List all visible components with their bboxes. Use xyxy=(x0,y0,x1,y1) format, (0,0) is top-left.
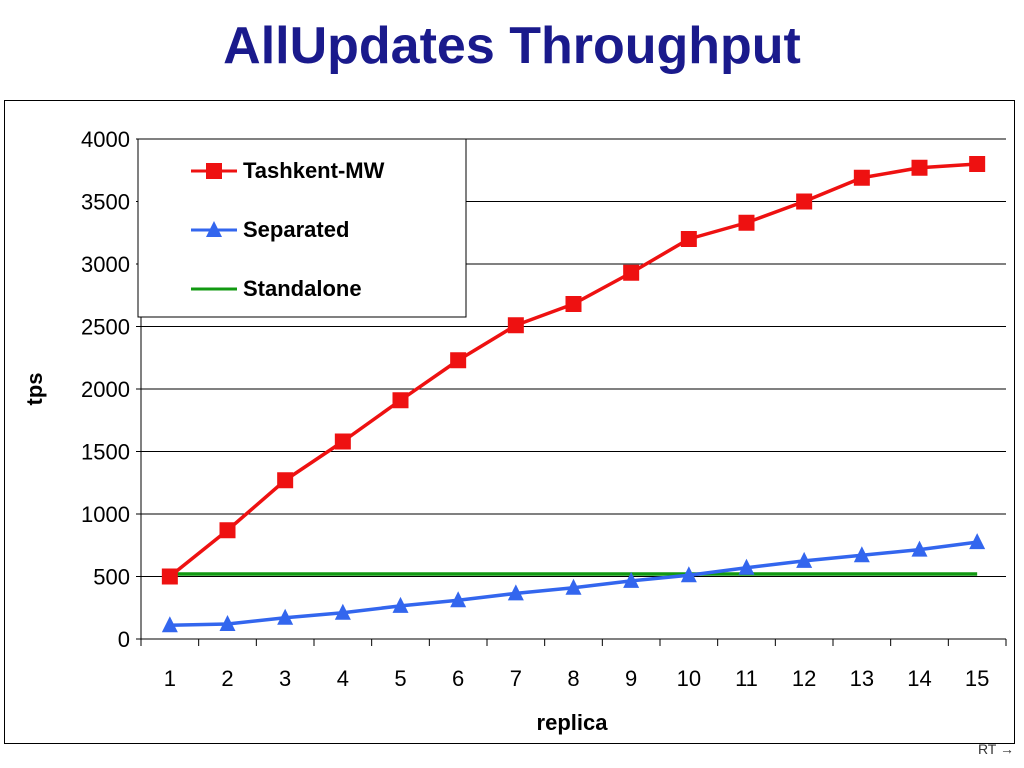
y-tick-label-3000: 3000 xyxy=(81,252,130,277)
x-tick-label-5: 5 xyxy=(394,666,406,691)
y-tick-label-4000: 4000 xyxy=(81,127,130,152)
data-point-tashkent-mw-8 xyxy=(565,296,582,312)
data-point-separated-3 xyxy=(277,608,294,625)
legend-marker-separated xyxy=(206,221,222,237)
legend-label-standalone: Standalone xyxy=(243,276,362,301)
x-tick-label-14: 14 xyxy=(907,666,931,691)
y-tick-label-500: 500 xyxy=(93,565,130,590)
footer-nav-link[interactable]: RT → xyxy=(977,741,1014,757)
data-point-tashkent-mw-9 xyxy=(623,264,640,281)
y-axis-title: tps xyxy=(22,373,47,406)
x-tick-label-12: 12 xyxy=(792,666,816,691)
legend-label-tashkent-mw: Tashkent-MW xyxy=(243,158,385,183)
data-point-tashkent-mw-14 xyxy=(911,159,928,176)
data-point-tashkent-mw-1 xyxy=(161,568,178,585)
data-point-separated-11 xyxy=(738,558,755,575)
data-point-separated-9 xyxy=(623,571,640,588)
x-tick-label-3: 3 xyxy=(279,666,291,691)
x-tick-label-8: 8 xyxy=(567,666,579,691)
series-lines xyxy=(161,156,986,633)
x-tick-label-4: 4 xyxy=(337,666,349,691)
y-tick-label-2500: 2500 xyxy=(81,315,130,340)
data-point-separated-8 xyxy=(565,578,582,595)
x-tick-label-15: 15 xyxy=(965,666,989,691)
x-tick-label-9: 9 xyxy=(625,666,637,691)
x-tick-label-7: 7 xyxy=(510,666,522,691)
x-tick-label-2: 2 xyxy=(221,666,233,691)
x-axis: 1 2 3 4 5 6 7 8 9 10 11 12 13 14 15 xyxy=(140,638,1007,691)
y-tick-label-1000: 1000 xyxy=(81,502,130,527)
legend-item-tashkent-mw: Tashkent-MW xyxy=(191,158,385,183)
data-point-tashkent-mw-5 xyxy=(392,392,409,409)
x-tick-label-11: 11 xyxy=(735,666,758,691)
data-point-tashkent-mw-13 xyxy=(853,169,870,186)
data-point-separated-7 xyxy=(507,584,524,601)
y-tick-label-2000: 2000 xyxy=(81,377,130,402)
y-tick-label-0: 0 xyxy=(118,627,130,652)
legend-marker-tashkent-mw xyxy=(206,163,222,179)
data-point-tashkent-mw-4 xyxy=(334,433,351,450)
data-point-tashkent-mw-6 xyxy=(450,352,467,369)
data-point-tashkent-mw-15 xyxy=(969,156,986,172)
legend-label-separated: Separated xyxy=(243,217,349,242)
data-point-separated-13 xyxy=(853,546,870,563)
x-tick-label-6: 6 xyxy=(452,666,464,691)
series-tashkent-mw xyxy=(161,156,986,585)
series-separated xyxy=(161,533,986,633)
data-point-separated-1 xyxy=(161,616,178,633)
legend-item-separated: Separated xyxy=(191,217,349,242)
data-point-tashkent-mw-11 xyxy=(738,214,755,231)
data-point-separated-10 xyxy=(680,566,697,583)
x-axis-title: replica xyxy=(537,710,609,735)
data-point-separated-14 xyxy=(911,540,928,557)
legend: Tashkent-MW Separated Standalone xyxy=(137,138,467,318)
slide-title: AllUpdates Throughput xyxy=(223,17,801,75)
y-tick-label-3500: 3500 xyxy=(81,190,130,215)
x-tick-label-1: 1 xyxy=(164,666,176,691)
data-point-separated-12 xyxy=(796,551,813,568)
data-point-tashkent-mw-10 xyxy=(680,231,697,247)
data-point-separated-5 xyxy=(392,596,409,613)
data-point-separated-15 xyxy=(969,533,986,550)
data-point-tashkent-mw-3 xyxy=(277,472,294,489)
legend-item-standalone: Standalone xyxy=(191,276,362,301)
legend-box xyxy=(137,138,467,318)
y-axis: 0 500 1000 1500 2000 2500 3000 3500 4000 xyxy=(81,127,142,652)
x-tick-label-10: 10 xyxy=(677,666,701,691)
x-tick-label-13: 13 xyxy=(850,666,874,691)
y-tick-label-1500: 1500 xyxy=(81,440,130,465)
data-point-tashkent-mw-12 xyxy=(796,193,813,210)
data-point-separated-6 xyxy=(450,591,467,608)
data-point-separated-2 xyxy=(219,615,236,631)
data-point-separated-4 xyxy=(334,603,351,620)
data-point-tashkent-mw-2 xyxy=(219,522,236,539)
data-point-tashkent-mw-7 xyxy=(507,317,524,334)
